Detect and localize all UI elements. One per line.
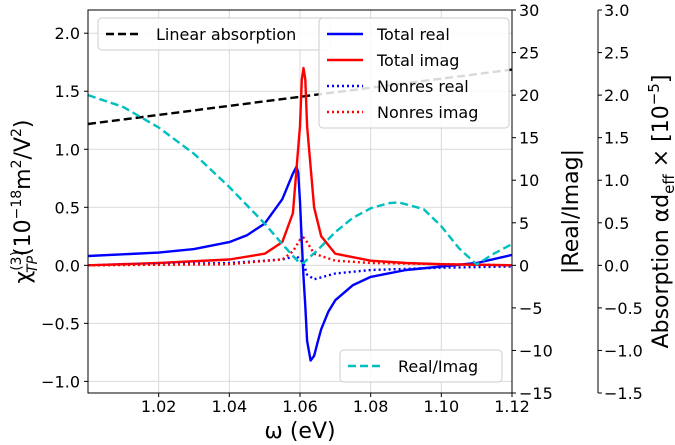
axes-layer: 1.02 1.04 1.06 1.08 1.10 1.12 −1.0 −0.5 0.0 0.5 1.… xyxy=(41,1,643,416)
y-right1-tick-label: 25 xyxy=(519,44,539,63)
y-right1-tick-label: −15 xyxy=(519,384,553,403)
y-right2-tick-label: 2.5 xyxy=(604,44,629,63)
series-total-imag xyxy=(88,66,512,267)
x-tick-label: 1.04 xyxy=(212,397,248,416)
legend-legend_ratio: Real/Imag xyxy=(339,349,503,383)
y-right1-tick-label: 5 xyxy=(519,214,529,233)
y-right2-tick-label: 0.5 xyxy=(604,214,629,233)
y-right1-tick-label: 20 xyxy=(519,86,539,105)
series-layer xyxy=(88,66,512,362)
y-right2-tick-label: −1.0 xyxy=(604,341,643,360)
series-nonres-imag xyxy=(88,236,512,267)
y-right1-tick-label: −5 xyxy=(519,299,543,318)
y-left-tick-label: −1.0 xyxy=(41,372,80,391)
legend-label: Nonres imag xyxy=(377,103,478,122)
y-axis-right1-label: |Real/Imag| xyxy=(559,149,584,274)
legend-label: Nonres real xyxy=(377,77,469,96)
y-axis-right2-label: Absorption αdeff × [10−5] xyxy=(645,75,675,349)
y-left-tick-label: −0.5 xyxy=(41,314,80,333)
labels-layer: ω (eV) χ(3)TP(10−18m2/V2) |Real/Imag| Ab… xyxy=(9,75,675,444)
series-total-real xyxy=(88,165,512,362)
legend-box xyxy=(318,17,510,129)
x-tick-label: 1.10 xyxy=(424,397,460,416)
y-right2-tick-label: 3.0 xyxy=(604,1,629,20)
y-right1-tick-label: −10 xyxy=(519,341,553,360)
legend-box xyxy=(339,349,503,383)
y-right1-tick-label: 15 xyxy=(519,129,539,148)
x-tick-label: 1.08 xyxy=(353,397,389,416)
y-right2-tick-label: 0.0 xyxy=(604,256,629,275)
y-right2-tick-label: 1.0 xyxy=(604,171,629,190)
x-tick-label: 1.06 xyxy=(282,397,318,416)
legend-label: Real/Imag xyxy=(398,357,478,376)
y-right2-tick-label: −0.5 xyxy=(604,299,643,318)
y-right2-tick-label: 2.0 xyxy=(604,86,629,105)
series-real-imag xyxy=(88,93,512,266)
legend-legend_main: Total real Total imag Nonres real Nonres im… xyxy=(318,17,510,129)
y-right1-tick-label: 0 xyxy=(519,256,529,275)
y-right2-tick-label: 1.5 xyxy=(604,129,629,148)
legend-layer: Linear absorption Total real Total imag Non… xyxy=(97,17,510,383)
y-left-tick-label: 1.5 xyxy=(55,82,80,101)
x-axis-label: ω (eV) xyxy=(264,419,335,444)
y-axis-left-label: χ(3)TP(10−18m2/V2) xyxy=(9,119,41,283)
y-left-tick-label: 0.0 xyxy=(55,256,80,275)
x-tick-label: 1.02 xyxy=(141,397,177,416)
y-left-tick-label: 0.5 xyxy=(55,198,80,217)
y-right1-tick-label: 30 xyxy=(519,1,539,20)
legend-label: Total imag xyxy=(376,51,459,70)
legend-label: Total real xyxy=(376,25,450,44)
y-left-tick-label: 2.0 xyxy=(55,24,80,43)
y-right1-tick-label: 10 xyxy=(519,171,539,190)
legend-label: Linear absorption xyxy=(156,25,296,44)
legend-legend_left: Linear absorption xyxy=(97,17,331,51)
y-left-tick-label: 1.0 xyxy=(55,140,80,159)
x-tick-label: 1.12 xyxy=(494,397,530,416)
y-right2-tick-label: −1.5 xyxy=(604,384,643,403)
